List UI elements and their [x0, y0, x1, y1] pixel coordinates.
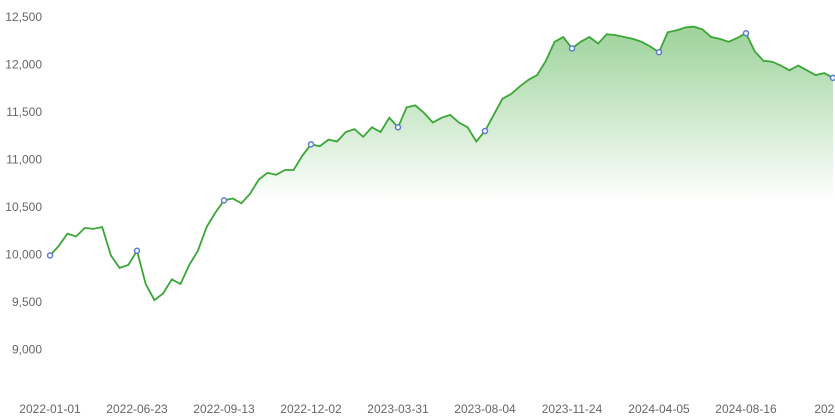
- x-tick-label: 2023-08-04: [454, 402, 516, 416]
- y-tick-label: 11,000: [6, 153, 42, 167]
- x-tick-label: 2024-08-16: [715, 402, 777, 416]
- y-tick-label: 9,500: [12, 295, 42, 309]
- y-tick-label: 10,500: [5, 200, 42, 214]
- y-tick-label: 10,000: [5, 248, 42, 262]
- marker: [829, 74, 835, 82]
- y-tick-label: 12,500: [5, 10, 42, 24]
- marker: [655, 48, 663, 56]
- x-tick-label: 2023-03-31: [367, 402, 429, 416]
- x-tick-label: 2024-04-05: [628, 402, 690, 416]
- line: [49, 25, 834, 302]
- marker: [133, 247, 141, 254]
- marker: [394, 124, 402, 131]
- marker: [307, 141, 315, 148]
- x-tick-label: 2022-12-02: [280, 402, 342, 416]
- y-tick-label: 9,000: [12, 343, 42, 357]
- marker: [46, 252, 54, 259]
- x-tick-label: 2024-1: [814, 402, 835, 416]
- marker: [220, 197, 228, 204]
- x-tick-label: 2023-11-24: [542, 402, 603, 416]
- marker: [742, 29, 750, 37]
- x-tick-label: 2022-06-23: [106, 402, 168, 416]
- area: [50, 26, 833, 379]
- marker: [481, 127, 489, 135]
- x-tick-label: 2022-01-01: [19, 402, 81, 416]
- y-tick-label: 11,500: [6, 105, 42, 119]
- marker: [568, 45, 576, 52]
- y-tick-label: 12,000: [5, 58, 42, 72]
- x-tick-label: 2022-09-13: [193, 402, 255, 416]
